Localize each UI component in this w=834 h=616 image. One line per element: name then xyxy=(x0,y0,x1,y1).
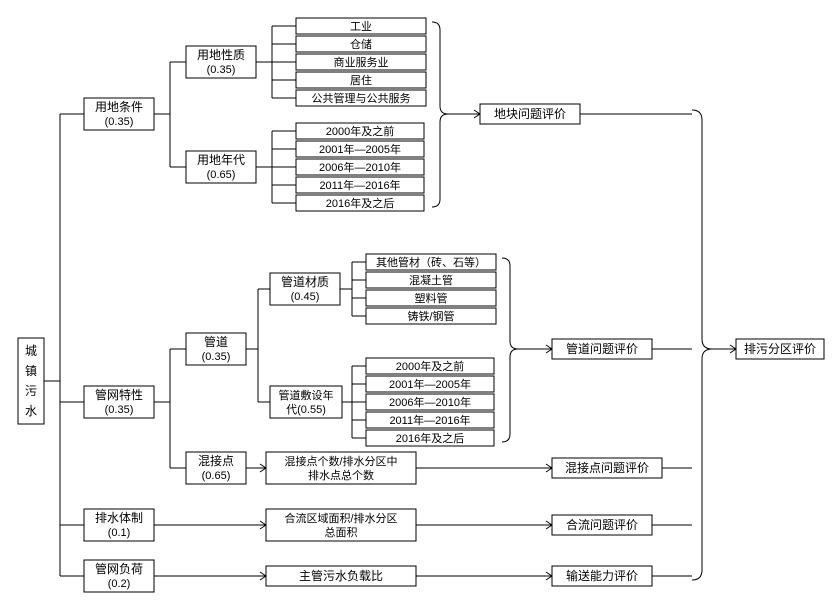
leaf: 居住 xyxy=(350,73,372,87)
land-nature-weight: (0.35) xyxy=(207,64,236,76)
bracket-icon xyxy=(692,110,712,580)
drain-formula-2: 总面积 xyxy=(325,525,358,539)
leaf: 2006年—2010年 xyxy=(319,160,401,174)
drain-formula-1: 合流区域面积/排水分区 xyxy=(284,511,397,525)
leaf: 商业服务业 xyxy=(334,55,389,69)
leaf: 2011年—2016年 xyxy=(319,178,400,192)
pipe-load-weight: (0.2) xyxy=(108,578,131,590)
land-cond-label: 用地条件 xyxy=(95,100,143,114)
flow-eval-label: 合流问题评价 xyxy=(566,517,638,532)
leaf: 混凝土管 xyxy=(409,273,453,287)
mix-formula-2: 排水点总个数 xyxy=(308,468,374,482)
land-cond-weight: (0.35) xyxy=(105,116,134,128)
hierarchy-diagram: 城 镇 污 水 用地条件 (0.35) 管网特性 (0.35) 排水体制 (0.… xyxy=(0,0,834,616)
leaf: 2000年及之前 xyxy=(396,359,464,373)
leaf: 2016年及之后 xyxy=(396,431,464,445)
mixpoint-label: 混接点 xyxy=(198,453,234,468)
pipe-char-weight: (0.35) xyxy=(105,404,134,416)
pipe-mat-leaves: 其他管材（砖、石等） 混凝土管 塑料管 铸铁/钢管 xyxy=(366,254,496,324)
root-label-3: 污 xyxy=(25,384,37,398)
leaf: 其他管材（砖、石等） xyxy=(376,255,486,269)
leaf: 2001年—2005年 xyxy=(319,142,401,156)
leaf: 2000年及之前 xyxy=(326,124,394,138)
mix-eval-label: 混接点问题评价 xyxy=(565,460,649,475)
bracket-icon xyxy=(502,258,518,442)
land-era-weight: (0.65) xyxy=(207,169,236,181)
land-nature-leaves: 工业 仓储 商业服务业 居住 公共管理与公共服务 xyxy=(296,18,426,106)
land-era-label: 用地年代 xyxy=(197,153,245,167)
root-label-1: 城 xyxy=(25,344,37,358)
leaf: 2016年及之后 xyxy=(326,196,394,210)
load-formula: 主管污水负载比 xyxy=(299,568,383,583)
pipe-load-label: 管网负荷 xyxy=(95,561,143,576)
leaf: 2006年—2010年 xyxy=(389,395,471,409)
mixpoint-weight: (0.65) xyxy=(202,470,231,482)
pipe-label: 管道 xyxy=(204,334,228,349)
mix-formula-1: 混接点个数/排水分区中 xyxy=(284,454,397,468)
cap-eval-label: 输送能力评价 xyxy=(566,568,638,583)
leaf: 公共管理与公共服务 xyxy=(312,91,411,105)
pipe-weight: (0.35) xyxy=(202,351,231,363)
land-era-leaves: 2000年及之前 2001年—2005年 2006年—2010年 2011年—2… xyxy=(296,123,424,211)
land-nature-label: 用地性质 xyxy=(197,48,245,62)
pipe-age-label1: 管道敷设年 xyxy=(279,388,334,402)
drain-sys-weight: (0.1) xyxy=(108,527,131,539)
leaf: 仓储 xyxy=(350,37,372,51)
bracket-icon xyxy=(432,22,448,207)
leaf: 2001年—2005年 xyxy=(389,377,471,391)
root-label-2: 镇 xyxy=(25,364,37,378)
pipe-eval-label: 管道问题评价 xyxy=(566,341,638,356)
leaf: 2011年—2016年 xyxy=(389,413,470,427)
land-eval-label: 地块问题评价 xyxy=(494,107,566,121)
drain-sys-label: 排水体制 xyxy=(95,511,143,525)
final-eval-label: 排污分区评价 xyxy=(744,342,816,356)
pipe-age-label2: 代(0.55) xyxy=(286,403,326,416)
pipe-age-leaves: 2000年及之前 2001年—2005年 2006年—2010年 2011年—2… xyxy=(366,358,494,446)
root-label-4: 水 xyxy=(25,404,37,418)
leaf: 铸铁/钢管 xyxy=(407,309,454,323)
pipe-mat-label: 管道材质 xyxy=(281,274,329,289)
leaf: 塑料管 xyxy=(415,291,448,305)
pipe-char-label: 管网特性 xyxy=(95,387,143,402)
leaf: 工业 xyxy=(350,20,372,33)
pipe-mat-weight: (0.45) xyxy=(291,291,320,303)
